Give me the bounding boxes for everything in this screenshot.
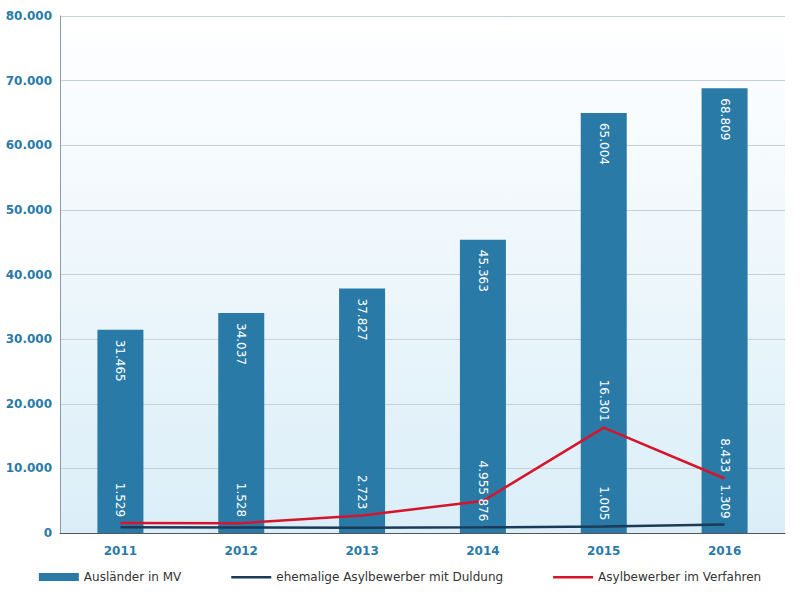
svg-text:60.000: 60.000 (6, 138, 52, 152)
svg-text:2013: 2013 (345, 544, 378, 558)
svg-text:2016: 2016 (708, 544, 741, 558)
svg-text:80.000: 80.000 (6, 9, 52, 23)
svg-text:ehemalige Asylbewerber mit Dul: ehemalige Asylbewerber mit Duldung (276, 570, 503, 584)
svg-text:1.528: 1.528 (234, 483, 248, 517)
svg-text:2015: 2015 (587, 544, 620, 558)
svg-text:30.000: 30.000 (6, 332, 52, 346)
svg-text:2014: 2014 (466, 544, 499, 558)
svg-text:68.809: 68.809 (718, 98, 732, 140)
svg-text:45.363: 45.363 (476, 250, 490, 292)
svg-text:50.000: 50.000 (6, 203, 52, 217)
svg-text:10.000: 10.000 (6, 461, 52, 475)
svg-text:40.000: 40.000 (6, 268, 52, 282)
svg-text:20.000: 20.000 (6, 397, 52, 411)
svg-text:2012: 2012 (225, 544, 258, 558)
svg-text:1.529: 1.529 (113, 483, 127, 517)
svg-text:Ausländer in MV: Ausländer in MV (84, 570, 182, 584)
svg-text:2011: 2011 (104, 544, 137, 558)
svg-text:70.000: 70.000 (6, 74, 52, 88)
svg-text:8.433: 8.433 (718, 438, 732, 472)
svg-text:4.955: 4.955 (476, 461, 490, 495)
svg-text:1.309: 1.309 (718, 484, 732, 518)
svg-text:0: 0 (44, 526, 52, 540)
svg-text:37.827: 37.827 (355, 299, 369, 341)
svg-text:1.005: 1.005 (597, 486, 611, 520)
svg-text:31.465: 31.465 (113, 340, 127, 382)
svg-text:2.723: 2.723 (355, 475, 369, 509)
svg-text:876: 876 (476, 498, 490, 521)
svg-text:Asylbewerber im Verfahren: Asylbewerber im Verfahren (598, 570, 761, 584)
svg-text:65.004: 65.004 (597, 123, 611, 165)
svg-text:16.301: 16.301 (597, 380, 611, 422)
svg-text:34.037: 34.037 (234, 323, 248, 365)
